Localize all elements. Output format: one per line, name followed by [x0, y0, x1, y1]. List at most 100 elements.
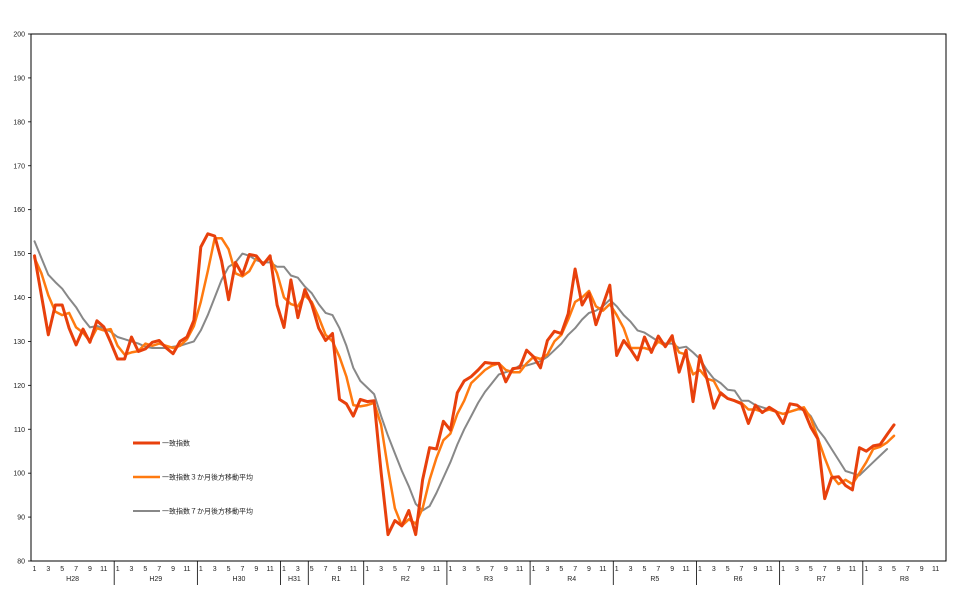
- x-tick-label: 9: [421, 566, 425, 573]
- x-tick-label: 1: [864, 566, 868, 573]
- x-tick-label: 5: [143, 566, 147, 573]
- x-tick-label: 11: [516, 566, 523, 573]
- x-tick-label: 3: [878, 566, 882, 573]
- era-label: H28: [66, 576, 79, 583]
- era-label: R5: [650, 576, 659, 583]
- y-tick-label: 110: [14, 427, 25, 434]
- x-tick-label: 9: [920, 566, 924, 573]
- x-tick-label: 5: [393, 566, 397, 573]
- x-tick-label: 5: [643, 566, 647, 573]
- x-tick-label: 7: [240, 566, 244, 573]
- x-tick-label: 5: [60, 566, 64, 573]
- x-tick-label: 3: [795, 566, 799, 573]
- x-tick-label: 7: [407, 566, 411, 573]
- x-tick-label: 11: [849, 566, 856, 573]
- x-tick-label: 3: [545, 566, 549, 573]
- x-tick-label: 7: [656, 566, 660, 573]
- era-label: H31: [288, 576, 301, 583]
- x-tick-label: 3: [379, 566, 383, 573]
- x-tick-label: 7: [324, 566, 328, 573]
- x-tick-label: 5: [227, 566, 231, 573]
- x-tick-label: 11: [183, 566, 190, 573]
- x-tick-label: 3: [629, 566, 633, 573]
- y-tick-label: 120: [13, 383, 25, 390]
- x-tick-label: 11: [100, 566, 107, 573]
- x-tick-label: 9: [504, 566, 508, 573]
- y-tick-label: 170: [13, 163, 25, 170]
- x-tick-label: 7: [490, 566, 494, 573]
- x-tick-label: 9: [753, 566, 757, 573]
- x-tick-label: 3: [46, 566, 50, 573]
- series-line-0: [33, 232, 896, 537]
- era-label: H29: [149, 576, 162, 583]
- y-tick-label: 150: [13, 251, 25, 258]
- series-lines: [33, 232, 896, 537]
- x-tick-label: 9: [88, 566, 92, 573]
- y-tick-label: 200: [13, 32, 25, 39]
- x-tick-label: 9: [171, 566, 175, 573]
- x-tick-label: 1: [698, 566, 702, 573]
- y-tick-label: 180: [13, 119, 25, 126]
- x-tick-label: 11: [932, 566, 939, 573]
- x-tick-label: 1: [365, 566, 369, 573]
- y-tick-label: 100: [13, 471, 25, 478]
- x-tick-label: 9: [670, 566, 674, 573]
- x-tick-label: 5: [726, 566, 730, 573]
- x-tick-label: 11: [433, 566, 440, 573]
- x-tick-label: 9: [338, 566, 342, 573]
- x-tick-label: 5: [476, 566, 480, 573]
- era-label: R4: [567, 576, 576, 583]
- x-tick-label: 5: [892, 566, 896, 573]
- x-tick-label: 9: [837, 566, 841, 573]
- x-tick-label: 5: [310, 566, 314, 573]
- era-label: R2: [401, 576, 410, 583]
- x-tick-label: 1: [448, 566, 452, 573]
- x-tick-label: 1: [199, 566, 203, 573]
- x-tick-label: 3: [462, 566, 466, 573]
- x-tick-label: 7: [157, 566, 161, 573]
- era-label: R8: [900, 576, 909, 583]
- era-label: R7: [817, 576, 826, 583]
- y-tick-label: 90: [17, 515, 25, 522]
- x-tick-label: 11: [766, 566, 773, 573]
- x-tick-label: 3: [213, 566, 217, 573]
- legend-label-0: 一致指数: [162, 439, 190, 448]
- x-tick-label: 1: [116, 566, 120, 573]
- era-label: R6: [734, 576, 743, 583]
- era-label: R3: [484, 576, 493, 583]
- x-tick-label: 1: [781, 566, 785, 573]
- x-tick-label: 11: [682, 566, 689, 573]
- y-tick-label: 80: [17, 559, 25, 566]
- x-tick-label: 11: [599, 566, 606, 573]
- x-tick-label: 5: [559, 566, 563, 573]
- y-tick-label: 160: [13, 207, 25, 214]
- x-tick-label: 11: [267, 566, 274, 573]
- legend-label-1: 一致指数３か月後方移動平均: [162, 473, 253, 482]
- x-tick-label: 11: [350, 566, 357, 573]
- x-tick-label: 7: [906, 566, 910, 573]
- era-label: H30: [233, 576, 246, 583]
- x-tick-label: 7: [823, 566, 827, 573]
- x-tick-label: 3: [712, 566, 716, 573]
- x-tick-label: 3: [130, 566, 134, 573]
- x-tick-label: 1: [532, 566, 536, 573]
- x-tick-label: 1: [282, 566, 286, 573]
- x-tick-label: 3: [296, 566, 300, 573]
- y-axis: 80 90 100 110 120 130 140 150 160 170 180 190 200: [13, 32, 31, 566]
- legend-label-2: 一致指数７か月後方移動平均: [162, 507, 253, 516]
- x-tick-label: 7: [573, 566, 577, 573]
- x-tick-label: 7: [740, 566, 744, 573]
- y-tick-label: 140: [13, 295, 25, 302]
- era-label: R1: [332, 576, 341, 583]
- plot-area: [30, 33, 947, 562]
- x-tick-label: 1: [615, 566, 619, 573]
- x-tick-label: 1: [33, 566, 37, 573]
- plot-frame: [30, 33, 947, 562]
- x-tick-label: 9: [254, 566, 258, 573]
- x-tick-label: 9: [587, 566, 591, 573]
- y-tick-label: 190: [13, 75, 25, 82]
- x-tick-label: 5: [809, 566, 813, 573]
